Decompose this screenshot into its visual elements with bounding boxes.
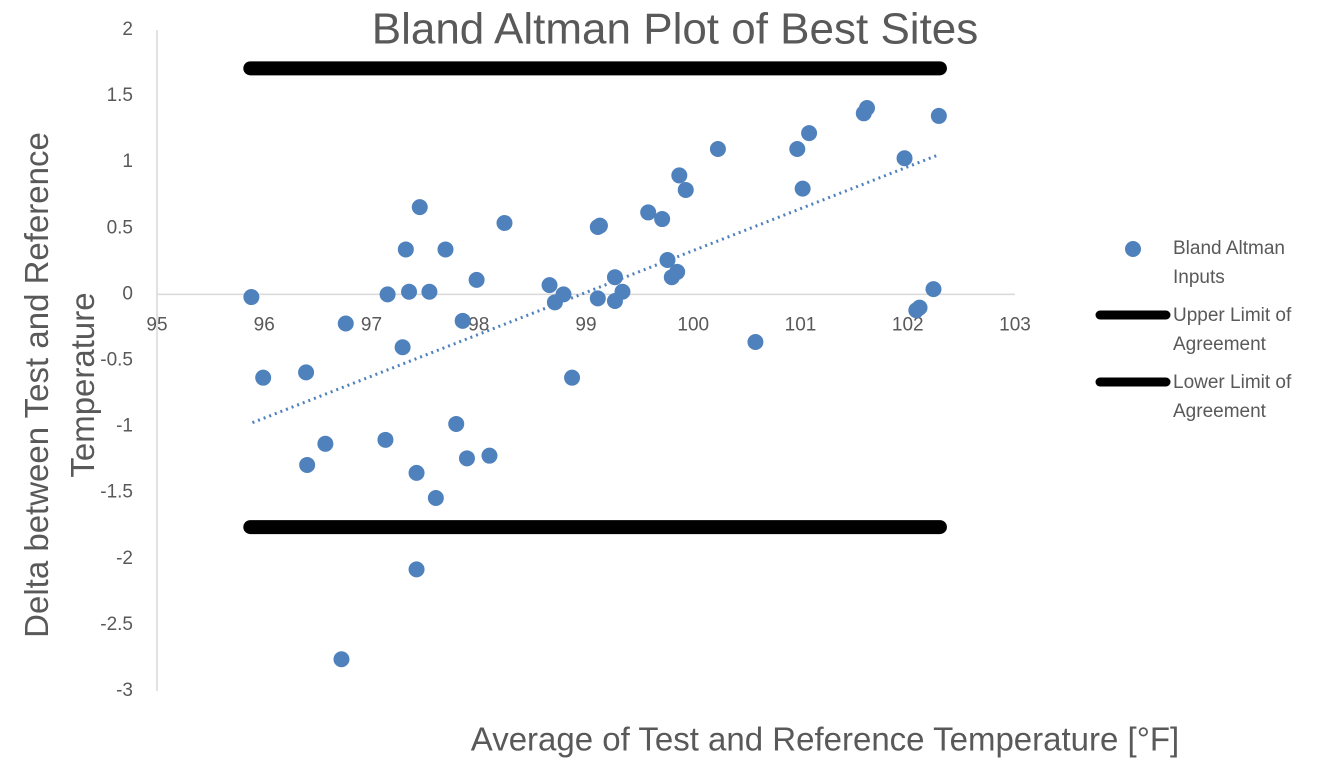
data-point	[669, 263, 686, 280]
data-point	[858, 99, 875, 116]
y-tick-label: -3	[116, 680, 133, 701]
data-point	[794, 180, 811, 197]
legend-label: Bland Altman Inputs	[1173, 238, 1285, 288]
data-point	[255, 369, 272, 386]
legend-marker	[1125, 241, 1141, 257]
legend-label: Upper Limit of Agreement	[1173, 305, 1292, 355]
x-tick-label: 97	[361, 314, 382, 335]
data-point	[379, 286, 396, 303]
y-tick-label: -2.5	[100, 614, 133, 635]
data-point	[481, 447, 498, 464]
data-point	[640, 204, 657, 221]
data-point	[427, 489, 444, 506]
x-tick-label: 95	[146, 314, 167, 335]
data-point	[496, 215, 513, 232]
data-point	[801, 125, 818, 142]
data-point	[930, 107, 947, 124]
x-tick-label: 96	[254, 314, 275, 335]
data-point	[614, 283, 631, 300]
data-point	[437, 241, 454, 258]
data-point	[401, 283, 418, 300]
y-tick-label: 0.5	[107, 217, 133, 238]
y-tick-label: 1	[122, 151, 133, 172]
x-tick-label: 103	[999, 314, 1031, 335]
y-tick-label: -1	[116, 416, 133, 437]
data-point	[397, 241, 414, 258]
trendline	[251, 152, 941, 425]
data-point	[298, 364, 315, 381]
x-tick-label: 99	[575, 314, 596, 335]
data-point	[408, 464, 425, 481]
data-point	[333, 651, 350, 668]
data-point	[408, 561, 425, 578]
data-point	[564, 369, 581, 386]
data-point	[709, 140, 726, 157]
data-point	[896, 150, 913, 167]
data-point	[555, 286, 572, 303]
x-tick-label: 98	[468, 314, 489, 335]
data-point	[243, 289, 260, 306]
data-point	[458, 450, 475, 467]
y-tick-label: 0	[122, 283, 133, 304]
chart-title: Bland Altman Plot of Best Sites	[372, 5, 979, 54]
data-point	[925, 281, 942, 298]
data-point	[654, 211, 671, 228]
data-point	[677, 181, 694, 198]
data-point	[454, 312, 471, 329]
data-point	[317, 435, 334, 452]
x-axis-label: Average of Test and Reference Temperatur…	[471, 721, 1179, 758]
y-axis-label: Delta between Test and Reference Tempera…	[18, 132, 101, 638]
y-tick-label: -1.5	[100, 482, 133, 503]
data-point	[337, 315, 354, 332]
data-point	[789, 140, 806, 157]
y-tick-label: 2	[122, 19, 133, 40]
data-point	[671, 167, 688, 184]
data-point	[377, 431, 394, 448]
data-point	[747, 333, 764, 350]
data-point	[448, 415, 465, 432]
data-point	[421, 283, 438, 300]
data-point	[411, 199, 428, 216]
data-point	[606, 269, 623, 286]
data-point	[659, 252, 676, 269]
legend-label: Lower Limit of Agreement	[1173, 372, 1292, 422]
y-tick-label: 1.5	[107, 85, 133, 106]
data-point	[299, 456, 316, 473]
x-tick-label: 102	[892, 314, 924, 335]
data-point	[911, 299, 928, 316]
data-point	[589, 290, 606, 307]
y-tick-label: -0.5	[100, 350, 133, 371]
x-tick-label: 100	[677, 314, 709, 335]
y-tick-label: -2	[116, 548, 133, 569]
data-point	[468, 271, 485, 288]
data-point	[394, 339, 411, 356]
data-point	[541, 277, 558, 294]
data-point	[591, 217, 608, 234]
x-tick-label: 101	[785, 314, 817, 335]
